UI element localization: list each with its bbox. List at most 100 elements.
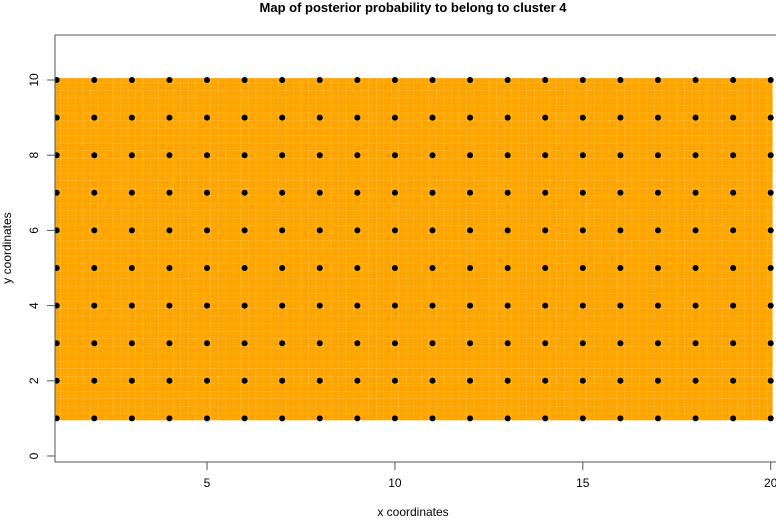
data-point bbox=[316, 152, 323, 159]
data-point bbox=[579, 114, 586, 121]
data-point bbox=[391, 377, 398, 384]
data-point bbox=[692, 340, 699, 347]
data-point bbox=[354, 302, 361, 309]
data-point bbox=[730, 415, 737, 422]
data-point bbox=[730, 152, 737, 159]
data-point bbox=[542, 114, 549, 121]
data-point bbox=[279, 302, 286, 309]
data-point bbox=[654, 415, 661, 422]
data-point bbox=[166, 340, 173, 347]
data-point bbox=[316, 227, 323, 234]
data-point bbox=[204, 227, 211, 234]
data-point bbox=[429, 77, 436, 83]
data-point bbox=[730, 77, 737, 83]
data-point bbox=[391, 152, 398, 159]
data-point bbox=[354, 152, 361, 159]
data-point bbox=[316, 265, 323, 271]
data-point bbox=[55, 152, 60, 159]
data-point bbox=[767, 265, 774, 271]
data-point bbox=[91, 377, 98, 384]
data-point bbox=[128, 189, 135, 196]
data-point bbox=[429, 302, 436, 309]
data-point bbox=[91, 227, 98, 234]
data-point bbox=[654, 227, 661, 234]
data-point bbox=[654, 377, 661, 384]
data-point bbox=[55, 377, 60, 384]
data-point bbox=[730, 377, 737, 384]
data-point bbox=[166, 114, 173, 121]
y-tick-label: 0 bbox=[27, 452, 41, 459]
data-point bbox=[241, 340, 248, 347]
data-point bbox=[55, 77, 60, 83]
y-tick-label: 8 bbox=[27, 152, 41, 159]
data-point bbox=[654, 77, 661, 83]
data-point bbox=[579, 77, 586, 83]
data-point bbox=[579, 189, 586, 196]
data-point bbox=[542, 227, 549, 234]
data-point bbox=[166, 377, 173, 384]
data-point bbox=[467, 377, 474, 384]
data-point bbox=[128, 265, 135, 271]
x-tick-label: 10 bbox=[388, 476, 402, 490]
data-point bbox=[617, 340, 624, 347]
data-point bbox=[128, 152, 135, 159]
data-point bbox=[429, 152, 436, 159]
data-point bbox=[316, 415, 323, 422]
data-point bbox=[617, 114, 624, 121]
data-point bbox=[504, 114, 511, 121]
data-point bbox=[55, 265, 60, 271]
chart-title: Map of posterior probability to belong t… bbox=[260, 0, 568, 15]
x-tick-label: 5 bbox=[204, 476, 211, 490]
data-point bbox=[204, 77, 211, 83]
data-point bbox=[128, 114, 135, 121]
data-point bbox=[166, 227, 173, 234]
data-point bbox=[279, 114, 286, 121]
data-point bbox=[241, 377, 248, 384]
data-point bbox=[91, 114, 98, 121]
data-point bbox=[767, 227, 774, 234]
data-point bbox=[204, 415, 211, 422]
data-point bbox=[279, 227, 286, 234]
data-point bbox=[429, 415, 436, 422]
data-point bbox=[654, 340, 661, 347]
data-point bbox=[429, 340, 436, 347]
data-point bbox=[204, 377, 211, 384]
data-point bbox=[128, 377, 135, 384]
data-point bbox=[617, 302, 624, 309]
data-point bbox=[279, 265, 286, 271]
data-point bbox=[204, 189, 211, 196]
data-point bbox=[354, 189, 361, 196]
data-point bbox=[467, 302, 474, 309]
data-point bbox=[654, 152, 661, 159]
data-point bbox=[730, 302, 737, 309]
data-point bbox=[542, 189, 549, 196]
y-tick-label: 2 bbox=[27, 377, 41, 384]
data-point bbox=[617, 265, 624, 271]
data-point bbox=[579, 340, 586, 347]
data-point bbox=[579, 302, 586, 309]
data-point bbox=[316, 377, 323, 384]
data-point bbox=[279, 415, 286, 422]
y-tick-label: 6 bbox=[27, 227, 41, 234]
data-point bbox=[241, 114, 248, 121]
data-point bbox=[241, 302, 248, 309]
data-point bbox=[354, 265, 361, 271]
data-point bbox=[429, 114, 436, 121]
data-point bbox=[316, 189, 323, 196]
plot-frame bbox=[54, 34, 776, 463]
data-point bbox=[241, 265, 248, 271]
data-point bbox=[279, 377, 286, 384]
data-point bbox=[128, 415, 135, 422]
data-point bbox=[692, 265, 699, 271]
data-point bbox=[692, 377, 699, 384]
probability-surface bbox=[55, 78, 773, 421]
data-point bbox=[204, 114, 211, 121]
data-point bbox=[692, 227, 699, 234]
data-point bbox=[692, 302, 699, 309]
data-point bbox=[55, 114, 60, 121]
data-point bbox=[128, 77, 135, 83]
data-point bbox=[467, 340, 474, 347]
data-point bbox=[279, 340, 286, 347]
data-point bbox=[617, 415, 624, 422]
